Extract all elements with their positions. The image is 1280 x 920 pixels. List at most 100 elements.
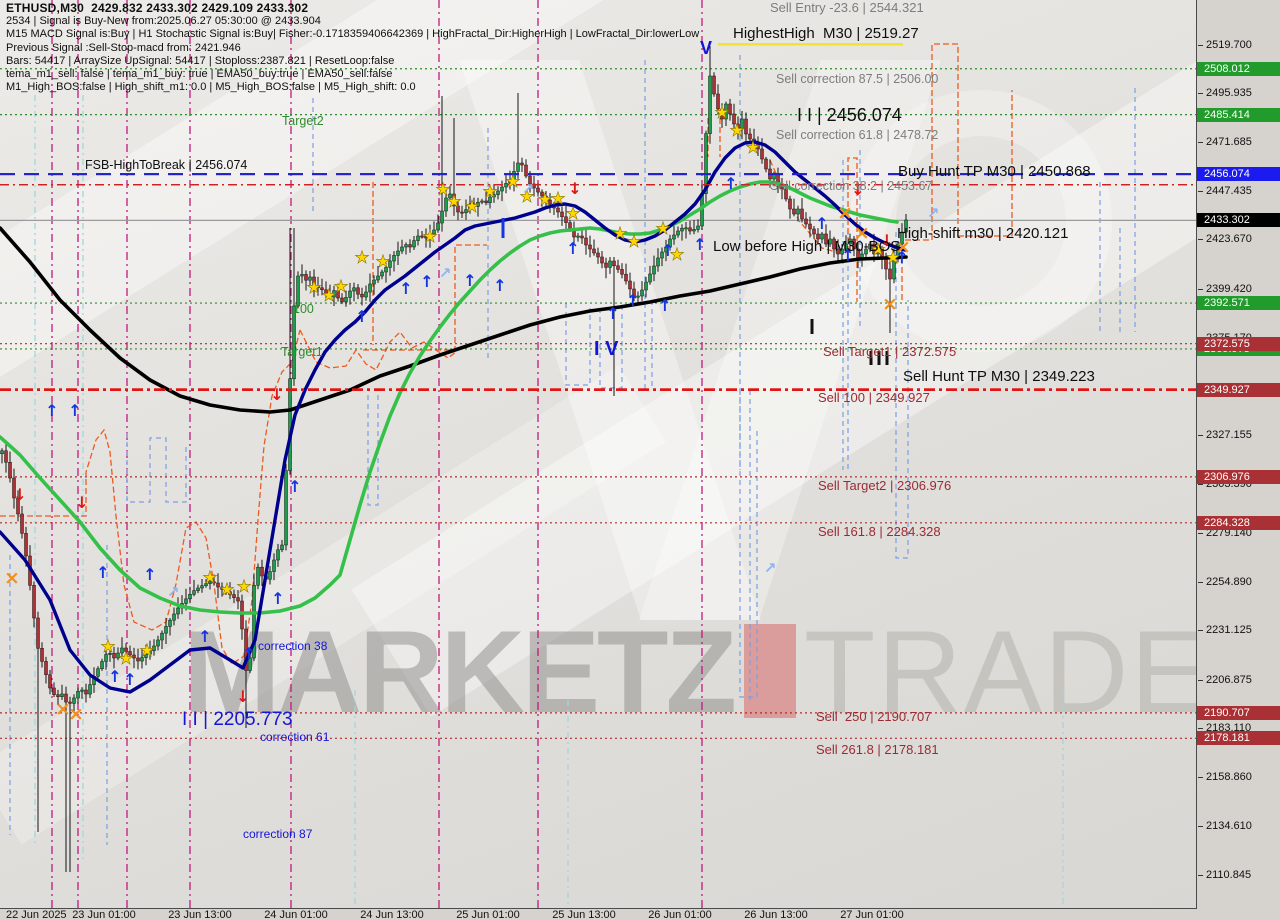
candle: [464, 199, 468, 220]
candle: [580, 230, 584, 244]
candle: [888, 261, 892, 333]
star-marker: ★: [669, 245, 684, 265]
candle: [324, 281, 328, 300]
candle-body: [208, 581, 212, 584]
candle: [304, 270, 308, 291]
candle-body: [872, 243, 876, 255]
candle-body: [692, 229, 696, 232]
candle-body: [732, 113, 736, 125]
price-badge-red: 2284.328: [1197, 515, 1280, 530]
star-marker: ★: [236, 577, 251, 597]
candle: [16, 490, 20, 522]
candle: [140, 648, 144, 669]
candle-body: [48, 674, 52, 689]
exit-x-icon: ×: [854, 222, 870, 244]
sell-arrow-icon: ↓: [13, 485, 26, 504]
exit-x-icon: ×: [4, 567, 20, 589]
candle-body: [808, 223, 812, 230]
price-tick-label: 2206.875: [1198, 673, 1252, 686]
candle-body: [108, 653, 112, 655]
star-marker: ★: [100, 637, 115, 657]
candle-body: [144, 653, 148, 658]
candle-body: [596, 252, 600, 258]
buy-arrow-icon: ↑: [198, 627, 211, 646]
candle: [392, 251, 396, 272]
candle: [608, 257, 612, 274]
candle-body: [244, 628, 248, 671]
candle-body: [816, 233, 820, 240]
candle: [416, 229, 420, 246]
candle-body: [796, 208, 800, 215]
price-axis[interactable]: 2519.700 2495.935 2471.685 2447.435 2423.670…: [1197, 0, 1280, 920]
candle-body: [284, 470, 288, 546]
candle-body: [340, 297, 344, 303]
candle: [340, 293, 344, 305]
candle-body: [156, 639, 160, 647]
candle-body: [608, 260, 612, 268]
candle-body: [24, 533, 28, 557]
candle-body: [508, 180, 512, 184]
candle: [788, 195, 792, 219]
header-line: ETHUSD,M30 2429.832 2433.302 2429.109 24…: [6, 1, 309, 15]
buy-arrow-icon: ↑: [420, 272, 433, 291]
candle: [604, 257, 608, 279]
candle: [736, 116, 740, 140]
candle-body: [812, 228, 816, 235]
candle: [512, 161, 516, 192]
candle-body: [640, 289, 644, 297]
candle: [372, 275, 376, 295]
candle: [192, 579, 196, 597]
price-tick-label: 2423.670: [1198, 233, 1252, 246]
time-tick-label: 24 Jun 13:00: [360, 909, 424, 920]
candle: [412, 235, 416, 251]
candle-body: [720, 108, 724, 120]
candle: [116, 647, 120, 661]
candle: [812, 226, 816, 239]
buy-arrow-icon: ↑: [242, 644, 255, 663]
hollow-arrow-icon: ↗: [927, 204, 940, 222]
price-tick-label: 2134.610: [1198, 820, 1252, 833]
candle-body: [364, 291, 368, 298]
star-marker: ★: [375, 252, 390, 272]
candle: [400, 239, 404, 254]
candle-body: [532, 183, 536, 189]
buy-arrow-icon: ↑: [123, 670, 136, 689]
candle: [204, 579, 208, 588]
price-tick-label: 2231.125: [1198, 624, 1252, 637]
price-tick-label: 2158.860: [1198, 771, 1252, 784]
fractal-stop-path-orange: [847, 157, 858, 302]
candle-body: [212, 581, 216, 584]
buy-arrow-icon: ↑: [355, 307, 368, 326]
price-chart[interactable]: MARKETZ TRADE ★ ★ ★ ★ ★ ★ ★ ★ ★ ★ ★ ★ ★ ★ ★ ★ ★ ★ ★ ★ ★ ★ ★ ★ ★ ★ ★…: [0, 0, 1197, 909]
star-marker: ★: [354, 248, 369, 268]
star-marker: ★: [537, 190, 552, 210]
candle: [164, 617, 168, 645]
candle: [540, 189, 544, 207]
candle-body: [96, 668, 100, 677]
star-marker: ★: [219, 580, 234, 600]
price-tick-label: 2254.890: [1198, 576, 1252, 589]
candle: [284, 463, 288, 551]
candle-body: [40, 648, 44, 662]
header-line: tema_m1_sell: false | tema_m1_buy: true …: [6, 68, 393, 81]
header-line: Previous Signal :Sell-Stop-macd from: 24…: [6, 41, 241, 54]
chart-canvas[interactable]: ★★ ★★★ ★★ ★★★ ★★★★ ★★ ★★ ★★★★★★★★★★★ ★↑ ↑↑↑ ↑↑↑↑↑↑…: [0, 0, 1196, 908]
star-marker: ★: [626, 232, 641, 252]
time-axis[interactable]: 22 Jun 2025 23 Jun 01:00 23 Jun 13:00 24 Ju…: [0, 909, 1196, 920]
candle-body: [168, 619, 172, 627]
star-marker: ★: [118, 649, 133, 669]
candle: [120, 637, 124, 659]
candle: [436, 214, 440, 233]
candle-body: [348, 290, 352, 298]
candle: [656, 248, 660, 272]
candle-body: [744, 118, 748, 135]
candle-body: [308, 276, 312, 281]
highest-high-underline: [718, 43, 903, 46]
candle: [712, 72, 716, 97]
candle-body: [52, 687, 56, 695]
candle: [108, 649, 112, 662]
candle-body: [616, 265, 620, 270]
header-line: M15 MACD Signal is:Buy | H1 Stochastic S…: [6, 28, 700, 41]
candle-body: [464, 209, 468, 214]
